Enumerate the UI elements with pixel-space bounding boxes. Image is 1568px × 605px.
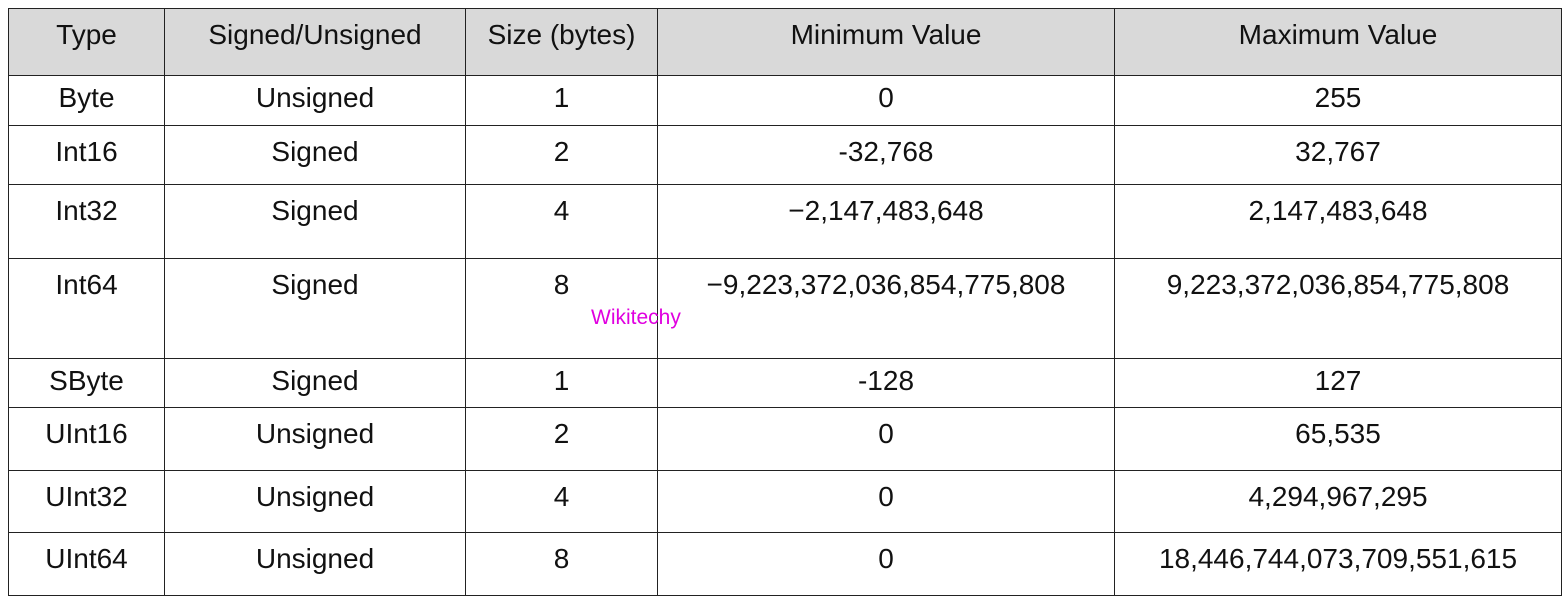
table-cell: 4 <box>465 184 658 259</box>
table-row: Byte Unsigned 1 0 255 <box>8 75 1562 126</box>
table-cell: UInt16 <box>8 407 165 471</box>
table-cell: -128 <box>657 358 1115 408</box>
table-row: UInt64 Unsigned 8 0 18,446,744,073,709,551,6… <box>8 532 1562 596</box>
table-cell: Unsigned <box>164 407 466 471</box>
table-cell: Byte <box>8 75 165 126</box>
table-row: Int64 Signed 8 −9,223,372,036,854,775,808 9,… <box>8 258 1562 359</box>
header-cell: Signed/Unsigned <box>164 8 466 76</box>
table-row: UInt32 Unsigned 4 0 4,294,967,295 <box>8 470 1562 533</box>
table-cell: 0 <box>657 407 1115 471</box>
table-cell: 0 <box>657 75 1115 126</box>
watermark: Wikitechy <box>591 306 681 329</box>
table-row: UInt16 Unsigned 2 0 65,535 <box>8 407 1562 471</box>
table-cell: 4 <box>465 470 658 533</box>
table-cell: SByte <box>8 358 165 408</box>
table-cell: UInt64 <box>8 532 165 596</box>
table-cell: −2,147,483,648 <box>657 184 1115 259</box>
table-cell: Int32 <box>8 184 165 259</box>
table-cell: 1 <box>465 75 658 126</box>
table-cell: 0 <box>657 532 1115 596</box>
table-row: Int16 Signed 2 -32,768 32,767 <box>8 125 1562 185</box>
table-row: SByte Signed 1 -128 127 <box>8 358 1562 408</box>
header-cell: Type <box>8 8 165 76</box>
table-body: Byte Unsigned 1 0 255 Int16 Signed 2 -32,768 32,7… <box>8 75 1562 596</box>
table-cell: Int64 <box>8 258 165 359</box>
table-cell: −9,223,372,036,854,775,808 <box>657 258 1115 359</box>
table-cell: Signed <box>164 258 466 359</box>
table-cell: 65,535 <box>1114 407 1562 471</box>
table-cell: 8 <box>465 258 658 359</box>
table-cell: 9,223,372,036,854,775,808 <box>1114 258 1562 359</box>
table-cell: 1 <box>465 358 658 408</box>
table-cell: UInt32 <box>8 470 165 533</box>
header-row: Type Signed/Unsigned Size (bytes) Minimum V… <box>8 8 1562 76</box>
table-cell: 8 <box>465 532 658 596</box>
table-cell: Unsigned <box>164 75 466 126</box>
table-cell: 127 <box>1114 358 1562 408</box>
table-cell: 4,294,967,295 <box>1114 470 1562 533</box>
table-cell: Signed <box>164 125 466 185</box>
header-cell: Size (bytes) <box>465 8 658 76</box>
table-cell: Signed <box>164 184 466 259</box>
table-cell: 2 <box>465 125 658 185</box>
table-cell: 0 <box>657 470 1115 533</box>
table-cell: Unsigned <box>164 532 466 596</box>
table-cell: Unsigned <box>164 470 466 533</box>
table-cell: 2 <box>465 407 658 471</box>
table-cell: -32,768 <box>657 125 1115 185</box>
header-cell: Maximum Value <box>1114 8 1562 76</box>
data-table: Type Signed/Unsigned Size (bytes) Minimum V… <box>8 8 1562 596</box>
header-cell: Minimum Value <box>657 8 1115 76</box>
table-cell: Signed <box>164 358 466 408</box>
table-cell: 255 <box>1114 75 1562 126</box>
table-cell: 2,147,483,648 <box>1114 184 1562 259</box>
table-cell: 32,767 <box>1114 125 1562 185</box>
table-cell: Int16 <box>8 125 165 185</box>
table-cell: 18,446,744,073,709,551,615 <box>1114 532 1562 596</box>
table-row: Int32 Signed 4 −2,147,483,648 2,147,483,648 <box>8 184 1562 259</box>
